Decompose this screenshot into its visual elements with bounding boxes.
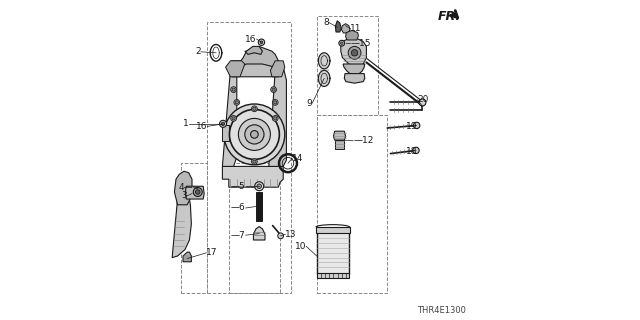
Circle shape xyxy=(220,120,227,127)
Bar xyxy=(317,273,349,278)
Polygon shape xyxy=(223,70,237,166)
Text: 16: 16 xyxy=(196,122,207,131)
Circle shape xyxy=(224,104,285,165)
Text: —12: —12 xyxy=(353,136,374,145)
Text: 16: 16 xyxy=(245,35,257,44)
Text: —6: —6 xyxy=(231,204,246,212)
Circle shape xyxy=(413,147,419,154)
Text: 4—: 4— xyxy=(179,183,193,192)
Polygon shape xyxy=(229,61,282,77)
Circle shape xyxy=(419,99,426,106)
Circle shape xyxy=(250,131,258,138)
Polygon shape xyxy=(320,69,328,70)
Polygon shape xyxy=(186,186,204,199)
Circle shape xyxy=(231,116,237,121)
Text: FR.: FR. xyxy=(437,10,461,22)
Circle shape xyxy=(278,233,284,239)
Text: 20: 20 xyxy=(418,95,429,104)
Bar xyxy=(316,227,350,233)
Text: 9: 9 xyxy=(307,99,312,108)
Bar xyxy=(207,22,291,293)
Circle shape xyxy=(272,88,275,91)
Polygon shape xyxy=(172,186,191,258)
Circle shape xyxy=(273,100,278,105)
Circle shape xyxy=(351,50,358,56)
Circle shape xyxy=(255,182,264,191)
Circle shape xyxy=(259,39,265,45)
Text: 17: 17 xyxy=(206,248,218,257)
Circle shape xyxy=(231,87,237,92)
Text: 19: 19 xyxy=(406,122,417,131)
Bar xyxy=(317,232,349,274)
Bar xyxy=(229,163,280,293)
Polygon shape xyxy=(333,131,346,140)
Polygon shape xyxy=(226,61,245,77)
Circle shape xyxy=(236,101,239,104)
Circle shape xyxy=(273,116,278,121)
Polygon shape xyxy=(335,140,344,149)
Circle shape xyxy=(196,190,200,194)
Text: 2: 2 xyxy=(195,47,201,56)
Circle shape xyxy=(232,88,236,91)
Text: 1: 1 xyxy=(183,119,189,128)
Polygon shape xyxy=(319,70,330,86)
Circle shape xyxy=(271,87,276,92)
Circle shape xyxy=(253,160,256,163)
Polygon shape xyxy=(183,252,191,262)
Polygon shape xyxy=(174,171,192,205)
Circle shape xyxy=(238,118,270,150)
Polygon shape xyxy=(344,74,365,83)
Bar xyxy=(317,115,387,293)
Circle shape xyxy=(260,41,262,44)
Polygon shape xyxy=(223,166,283,187)
Circle shape xyxy=(257,184,262,188)
Circle shape xyxy=(274,101,277,104)
Text: 18: 18 xyxy=(406,148,417,156)
Polygon shape xyxy=(342,24,350,33)
Polygon shape xyxy=(335,21,341,32)
Circle shape xyxy=(348,46,361,59)
Text: 14: 14 xyxy=(292,154,303,163)
Polygon shape xyxy=(245,46,262,54)
Circle shape xyxy=(234,100,240,105)
Text: 3: 3 xyxy=(182,191,187,200)
Circle shape xyxy=(413,122,420,129)
Circle shape xyxy=(274,117,277,120)
Polygon shape xyxy=(346,30,358,40)
Circle shape xyxy=(244,125,264,144)
Text: —5: —5 xyxy=(231,182,246,191)
Text: 8: 8 xyxy=(323,18,329,27)
Circle shape xyxy=(232,117,236,120)
Circle shape xyxy=(252,106,257,112)
Circle shape xyxy=(253,107,256,110)
Polygon shape xyxy=(269,64,287,166)
Circle shape xyxy=(193,188,202,196)
Polygon shape xyxy=(237,46,278,67)
Bar xyxy=(256,192,262,221)
Text: —15: —15 xyxy=(351,39,371,48)
Circle shape xyxy=(221,122,225,125)
Polygon shape xyxy=(343,64,365,76)
Polygon shape xyxy=(319,53,330,69)
Circle shape xyxy=(340,42,343,44)
Bar xyxy=(181,163,207,293)
Polygon shape xyxy=(253,227,265,240)
Circle shape xyxy=(252,159,257,164)
Text: 11: 11 xyxy=(351,24,362,33)
Polygon shape xyxy=(223,125,229,141)
Circle shape xyxy=(339,40,344,46)
Polygon shape xyxy=(340,38,366,66)
Circle shape xyxy=(229,109,279,159)
Text: 13: 13 xyxy=(285,230,297,239)
Bar xyxy=(317,16,378,115)
Text: THR4E1300: THR4E1300 xyxy=(417,306,466,315)
Text: —7: —7 xyxy=(231,231,246,240)
Text: 10: 10 xyxy=(295,242,307,251)
Polygon shape xyxy=(270,61,285,77)
